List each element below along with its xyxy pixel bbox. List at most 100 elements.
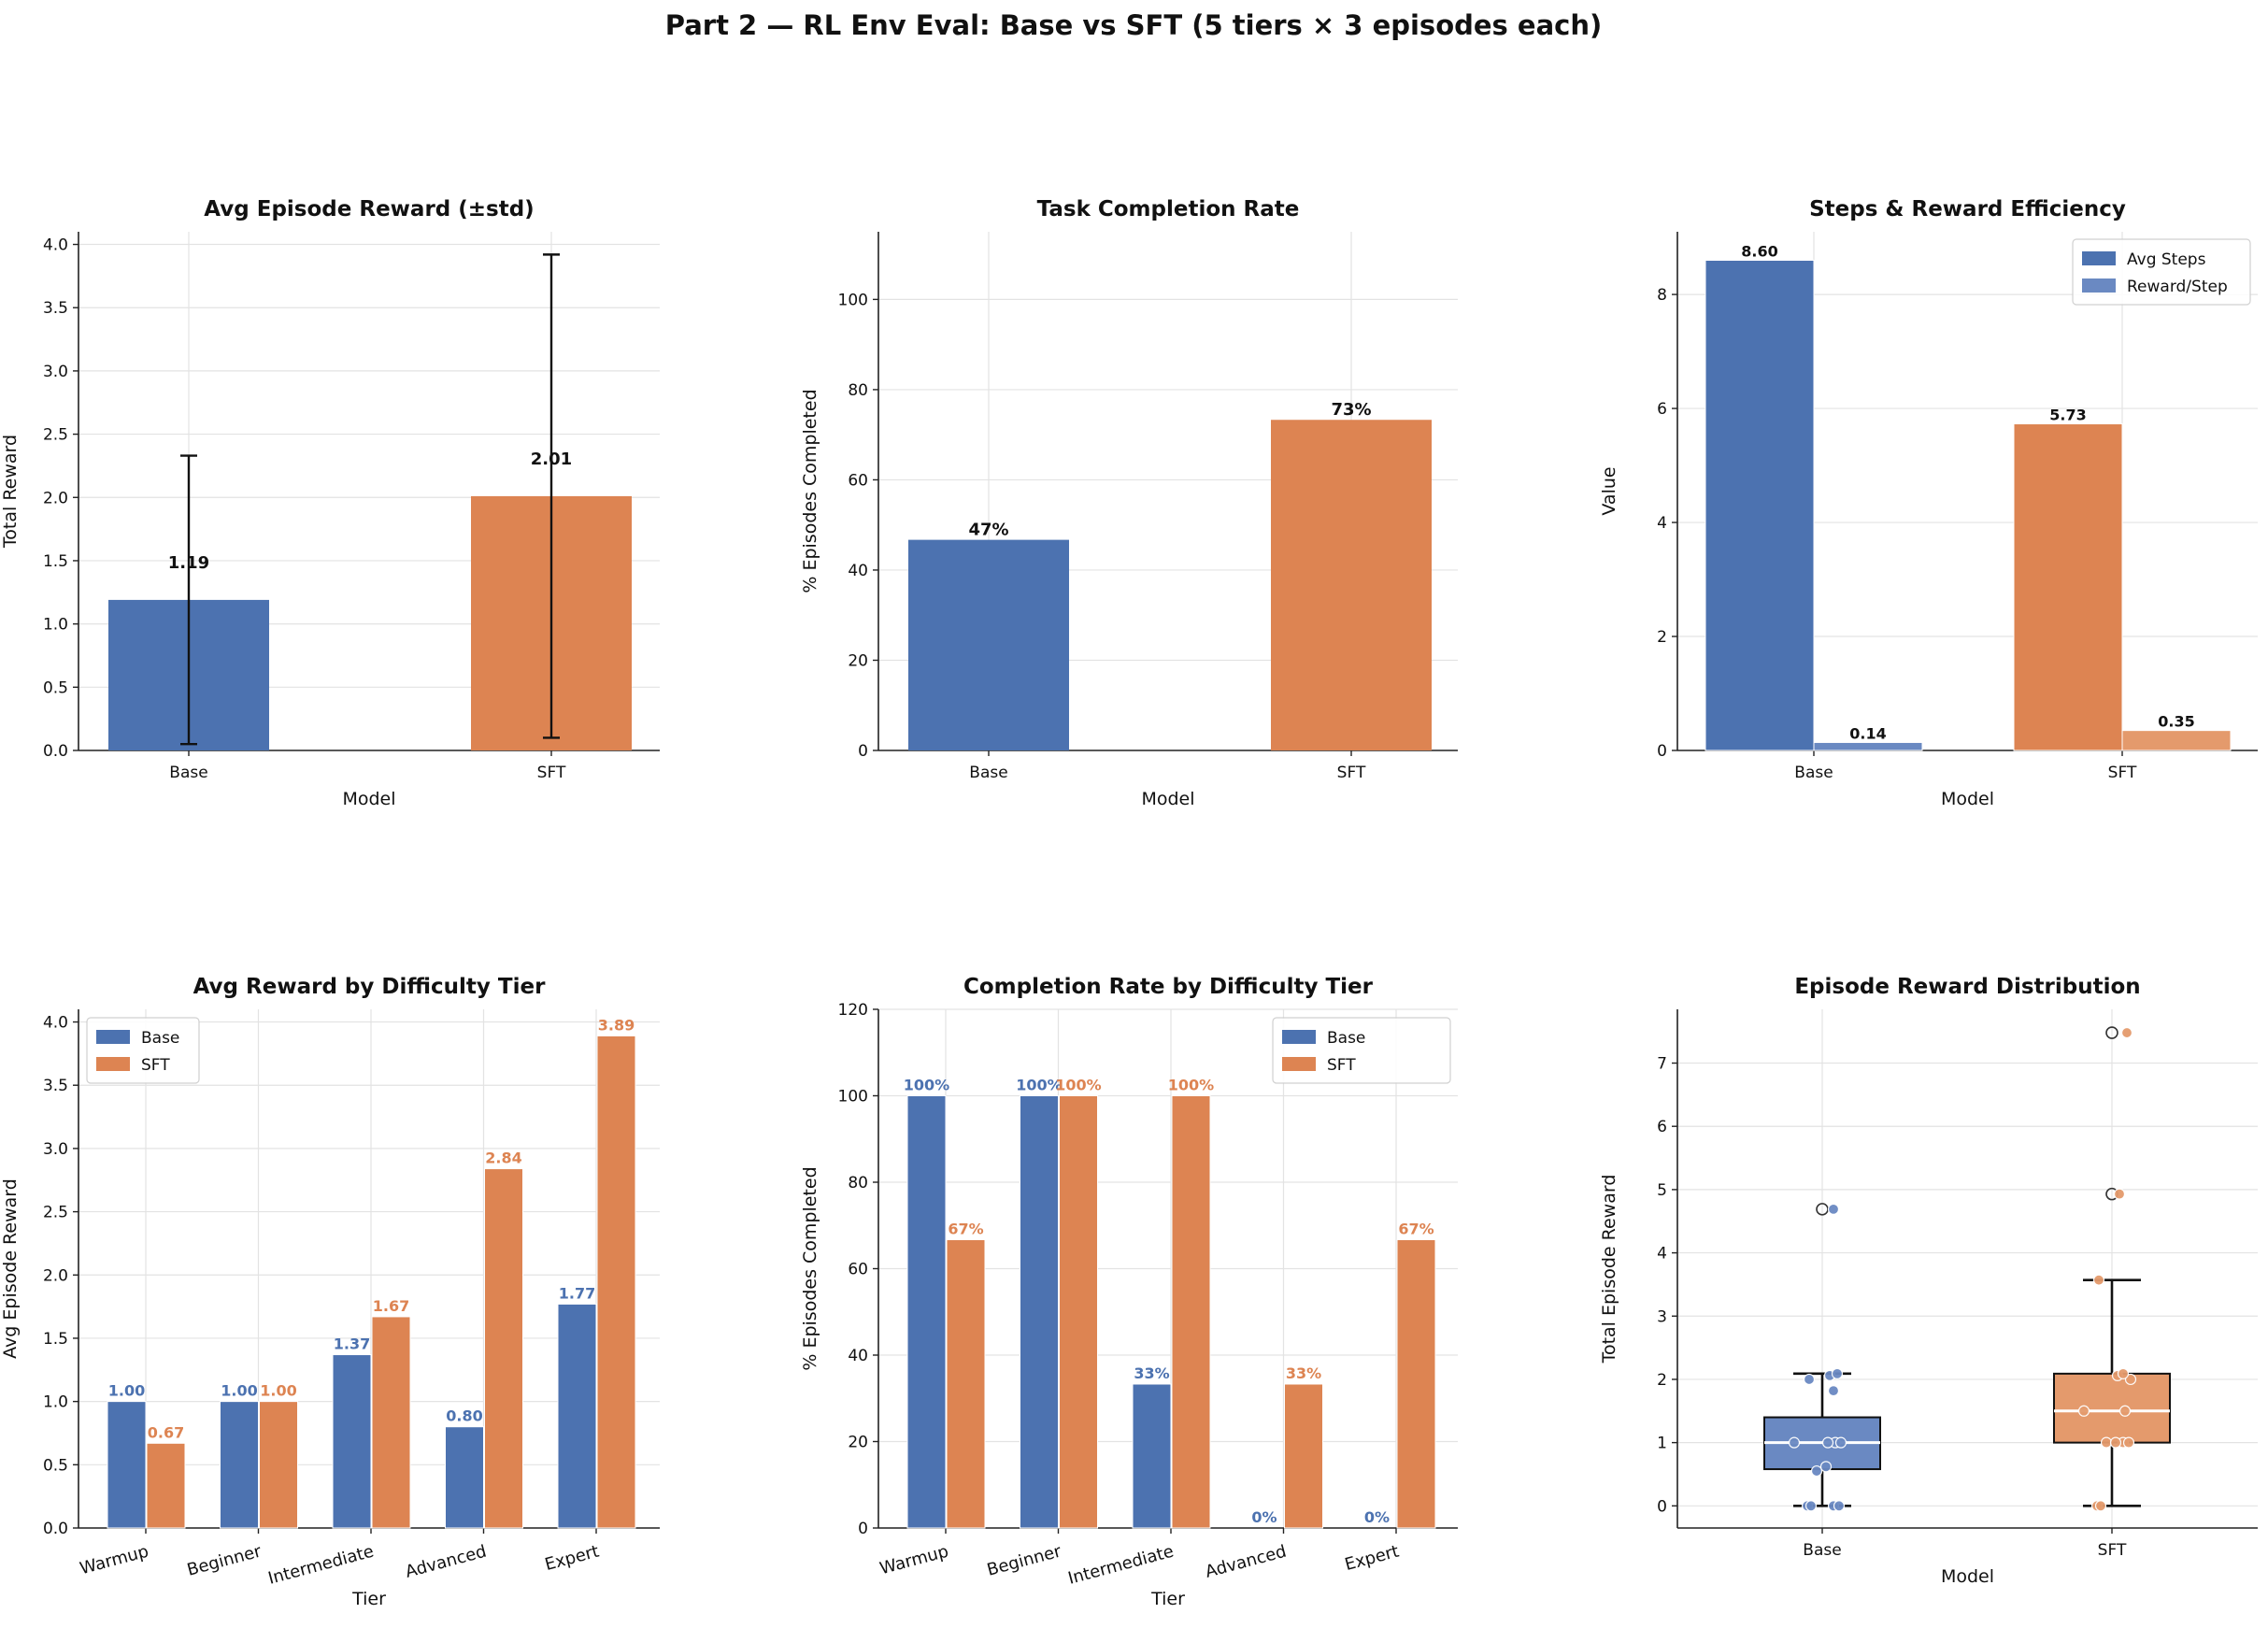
legend-label: Avg Steps — [2127, 250, 2206, 269]
x-tick-label: Advanced — [1203, 1542, 1288, 1582]
legend-swatch — [2082, 251, 2116, 265]
data-point — [1831, 1367, 1844, 1379]
data-point — [2120, 1026, 2133, 1039]
x-tick-label: Base — [1803, 1541, 1841, 1560]
y-tick-label: 4.0 — [43, 236, 68, 255]
y-tick-label: 2.5 — [43, 426, 68, 445]
outlier — [2105, 1026, 2118, 1039]
legend-swatch — [1282, 1057, 1316, 1071]
y-tick-label: 40 — [848, 1347, 868, 1365]
y-tick-label: 0.5 — [43, 678, 68, 697]
data-point — [1803, 1373, 1816, 1386]
y-tick-label: 100 — [838, 1088, 868, 1107]
chart-steps-reward-efficiency: 0 2 4 6 8 Base SFT Steps & Reward Efficiency Mod… — [1599, 197, 2258, 809]
bar — [107, 1401, 147, 1529]
x-tick-label: SFT — [2108, 764, 2137, 782]
y-axis-label: Avg Episode Reward — [0, 1178, 21, 1359]
data-label: 1.00 — [108, 1382, 145, 1400]
y-tick-label: 40 — [848, 562, 868, 580]
data-point — [1788, 1436, 1801, 1449]
y-tick-label: 1.0 — [43, 616, 68, 635]
y-tick-label: 0.5 — [43, 1456, 68, 1475]
data-point — [1834, 1436, 1847, 1449]
legend-label: SFT — [141, 1056, 170, 1075]
y-tick-label: 2.5 — [43, 1204, 68, 1222]
data-point — [2122, 1436, 2135, 1449]
data-label: 1.00 — [221, 1382, 257, 1400]
bar — [259, 1401, 298, 1529]
y-tick-label: 0 — [1657, 1497, 1667, 1516]
box — [2053, 1372, 2171, 1444]
y-axis-label: Total Episode Reward — [1599, 1175, 1619, 1364]
data-point — [2118, 1405, 2132, 1417]
data-label: 67% — [948, 1221, 983, 1238]
data-point — [1827, 1385, 1840, 1397]
chart-title: Episode Reward Distribution — [1794, 975, 2140, 999]
data-label: 67% — [1398, 1221, 1434, 1238]
data-point — [1833, 1500, 1846, 1512]
x-axis-label: Tier — [1150, 1589, 1185, 1609]
y-tick-label: 20 — [848, 1434, 868, 1452]
chart-title: Avg Episode Reward (±std) — [204, 197, 534, 221]
y-tick-label: 80 — [848, 381, 868, 400]
x-tick-label: Beginner — [185, 1541, 264, 1579]
y-tick-label: 120 — [838, 1001, 868, 1020]
legend-swatch — [1282, 1030, 1316, 1044]
bar — [557, 1303, 597, 1529]
data-label: 0.35 — [2158, 713, 2194, 731]
y-tick-label: 4.0 — [43, 1014, 68, 1033]
bar — [1396, 1239, 1436, 1529]
bar — [596, 1035, 636, 1529]
y-tick-label: 100 — [838, 291, 868, 309]
data-point — [2100, 1436, 2113, 1449]
bar — [946, 1239, 986, 1529]
x-tick-label: Warmup — [78, 1542, 150, 1579]
data-label: 0% — [1251, 1508, 1277, 1526]
data-label: 0.14 — [1849, 724, 1886, 742]
y-tick-label: 80 — [848, 1174, 868, 1192]
y-tick-label: 0 — [858, 742, 868, 761]
y-tick-label: 3.5 — [43, 299, 68, 318]
legend-label: Reward/Step — [2127, 278, 2228, 296]
data-label: 0.67 — [148, 1423, 184, 1441]
legend-box — [1272, 1017, 1451, 1084]
data-label: 5.73 — [2049, 407, 2086, 424]
data-point — [2117, 1367, 2130, 1379]
y-axis-label: Value — [1599, 466, 1619, 515]
y-tick-label: 3.0 — [43, 1140, 68, 1159]
x-tick-label: Beginner — [985, 1541, 1063, 1579]
data-label: 100% — [904, 1077, 949, 1094]
y-tick-label: 7 — [1657, 1055, 1667, 1074]
x-tick-label: Base — [1794, 764, 1833, 782]
data-point — [2113, 1188, 2126, 1200]
x-tick-label: Warmup — [877, 1542, 950, 1579]
y-tick-label: 3.0 — [43, 363, 68, 381]
x-tick-label: Intermediate — [1066, 1542, 1177, 1589]
y-tick-label: 1.5 — [43, 1330, 68, 1349]
data-label: 8.60 — [1741, 242, 1777, 260]
x-tick-label: Intermediate — [266, 1542, 377, 1589]
data-label: 1.00 — [260, 1382, 296, 1400]
y-tick-label: 20 — [848, 651, 868, 670]
chart-title: Completion Rate by Difficulty Tier — [963, 975, 1374, 999]
data-label: 1.19 — [168, 553, 209, 573]
y-axis-label: % Episodes Completed — [800, 389, 820, 593]
x-tick-label: Base — [969, 764, 1007, 782]
x-tick-label: Expert — [543, 1542, 601, 1576]
bar — [1705, 259, 1815, 751]
bar — [445, 1426, 484, 1529]
y-axis-label: Total Reward — [0, 435, 21, 549]
y-tick-label: 1 — [1657, 1435, 1667, 1453]
data-point — [1804, 1500, 1818, 1512]
legend-box — [2072, 238, 2251, 306]
x-axis-label: Tier — [351, 1589, 386, 1609]
data-label: 3.89 — [598, 1016, 635, 1034]
bar — [146, 1442, 186, 1529]
x-axis-label: Model — [1941, 1566, 1994, 1587]
legend-swatch — [2082, 278, 2116, 293]
bar — [332, 1354, 372, 1529]
charts-container: 0.0 0.5 1.0 1.5 2.0 2.5 3.0 3.5 4.0 Base SFT Avg Ep… — [0, 197, 2258, 1609]
data-point — [2124, 1373, 2137, 1386]
bar — [906, 1095, 947, 1529]
